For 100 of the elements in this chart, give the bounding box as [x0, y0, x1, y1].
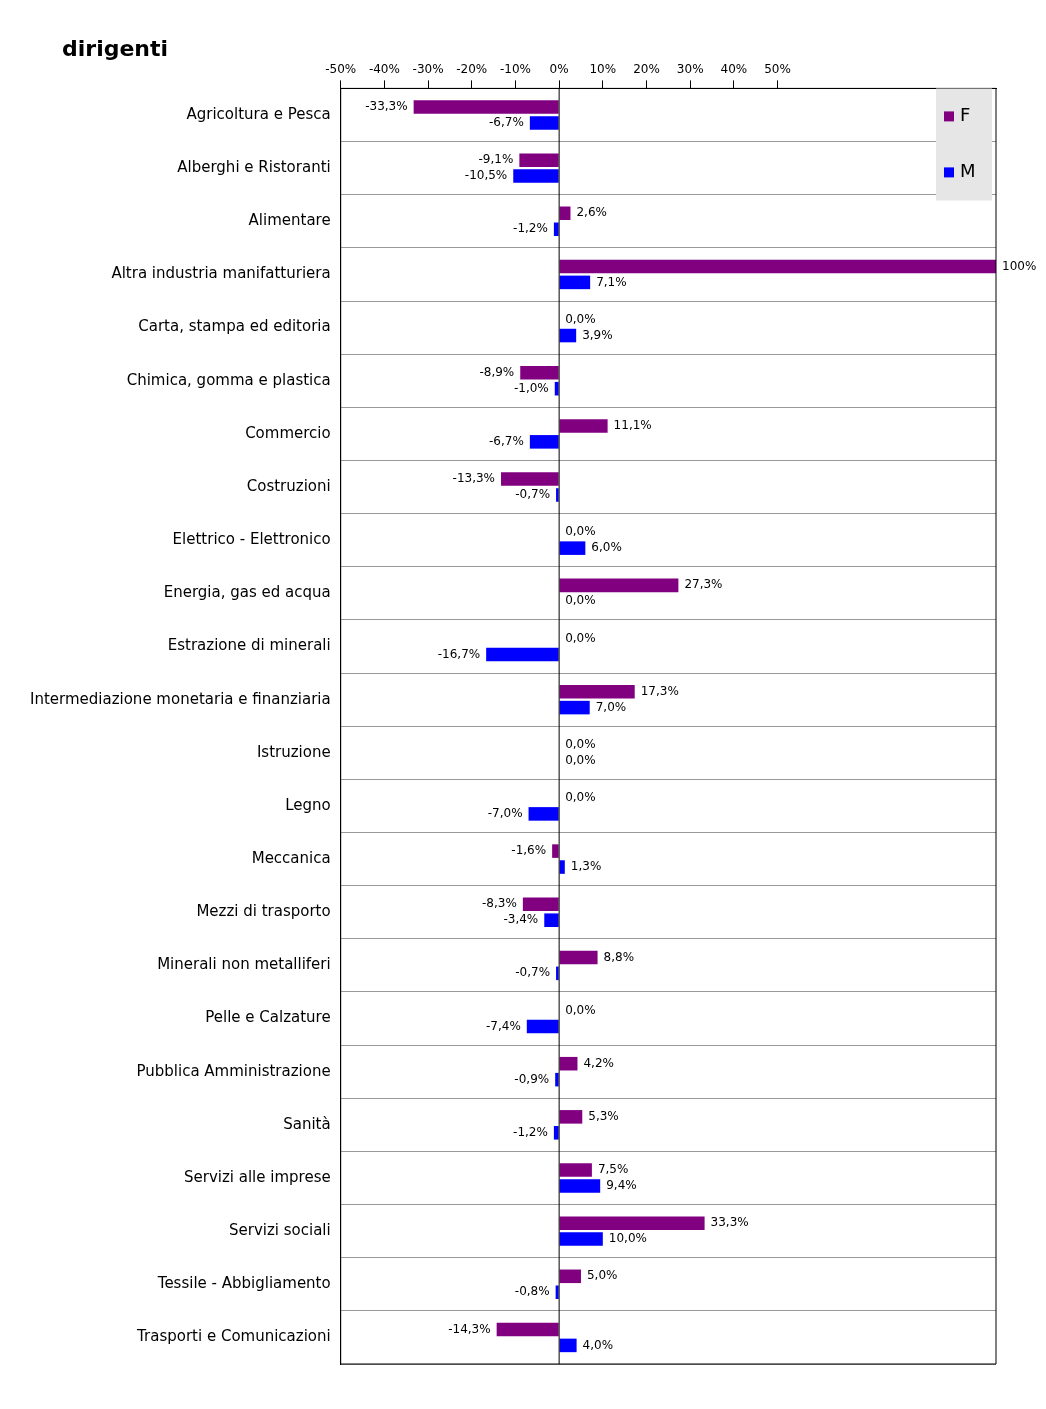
data-label: 17,3%: [640, 683, 679, 698]
y-tick-label: Istruzione: [256, 742, 331, 761]
bar: [559, 684, 635, 699]
bar: [529, 435, 559, 449]
data-label: 0,0%: [565, 630, 596, 645]
bar: [559, 259, 996, 274]
y-tick-label: Alberghi e Ristoranti: [177, 158, 331, 177]
y-tick-label: Legno: [285, 795, 331, 814]
data-label: -10,5%: [464, 168, 508, 183]
data-label: 0,0%: [565, 524, 596, 539]
data-label: 7,5%: [597, 1162, 629, 1177]
x-tick-label: -20%: [456, 62, 488, 77]
data-label: 27,3%: [684, 577, 723, 592]
bar: [559, 578, 679, 593]
y-tick-label: Tessile - Abbigliamento: [156, 1274, 331, 1293]
y-tick-label: Intermediazione monetaria e finanziaria: [29, 689, 331, 708]
data-label: 9,4%: [606, 1178, 637, 1193]
legend-label: F: [960, 104, 971, 126]
y-tick-label: Energia, gas ed acqua: [163, 583, 331, 602]
data-label: 0,0%: [565, 1002, 596, 1017]
data-label: -14,3%: [448, 1321, 491, 1336]
data-label: 0,0%: [565, 311, 596, 326]
data-label: 10,0%: [608, 1231, 647, 1246]
data-label: 4,0%: [582, 1337, 614, 1352]
bar: [559, 950, 598, 965]
y-tick-label: Carta, stampa ed editoria: [138, 317, 331, 336]
x-tick-label: -30%: [412, 62, 444, 77]
bar: [559, 328, 577, 343]
data-label: 0,0%: [565, 790, 596, 805]
data-label: -33,3%: [365, 99, 408, 114]
y-tick-label: Agricoltura e Pesca: [186, 104, 331, 123]
data-label: -7,4%: [485, 1018, 521, 1033]
bar: [559, 541, 586, 555]
data-label: 0,0%: [565, 752, 596, 767]
text: dirigenti: [62, 36, 169, 61]
data-label: 7,1%: [596, 274, 627, 289]
data-label: 33,3%: [710, 1215, 749, 1230]
y-tick-label: Elettrico - Elettronico: [172, 530, 331, 549]
bar: [559, 275, 591, 290]
data-label: 7,0%: [595, 699, 627, 714]
bar: [559, 860, 565, 874]
bar: [559, 1338, 577, 1353]
data-label: -13,3%: [452, 471, 496, 486]
data-label: 1,3%: [570, 859, 602, 874]
y-tick-label: Chimica, gomma e plastica: [126, 370, 331, 389]
data-label: -6,7%: [489, 115, 524, 130]
y-tick-label: Minerali non metalliferi: [157, 955, 331, 974]
y-tick-label: Alimentare: [248, 211, 331, 230]
y-tick-label: Estrazione di minerali: [167, 636, 331, 655]
data-label: 4,2%: [583, 1055, 614, 1070]
data-label: -1,0%: [513, 380, 549, 395]
bar: [520, 365, 559, 380]
data-label: -8,3%: [482, 896, 517, 911]
data-label: -0,7%: [515, 965, 551, 980]
data-label: 2,6%: [576, 205, 607, 220]
bar: [559, 1110, 583, 1124]
bar: [528, 807, 559, 821]
y-tick-label: Sanità: [283, 1114, 331, 1133]
data-label: -3,4%: [503, 912, 539, 927]
x-tick-label: 0%: [549, 62, 569, 77]
data-label: -1,6%: [511, 843, 547, 858]
data-label: 5,3%: [588, 1108, 619, 1123]
bar: [552, 844, 559, 858]
bar: [413, 100, 559, 114]
y-tick-label: Altra industria manifatturiera: [111, 264, 331, 283]
legend-label: M: [960, 160, 976, 182]
bar: [559, 1179, 601, 1193]
y-tick-label: Trasporti e Comunicazioni: [136, 1327, 331, 1346]
bar: [496, 1322, 559, 1337]
bar: [559, 1056, 578, 1071]
y-tick-label: Pubblica Amministrazione: [136, 1061, 331, 1080]
bar: [501, 472, 559, 486]
data-label: -0,9%: [514, 1071, 550, 1086]
data-label: 6,0%: [591, 540, 622, 555]
data-label: -9,1%: [478, 152, 514, 167]
data-label: 5,0%: [586, 1268, 618, 1283]
bar: [526, 1019, 559, 1034]
y-tick-label: Mezzi di trasporto: [196, 902, 331, 921]
data-label: -1,2%: [513, 221, 548, 236]
data-label: -0,7%: [515, 487, 551, 502]
bar: [519, 153, 559, 167]
x-tick-label: -50%: [325, 62, 357, 77]
data-label: -1,2%: [513, 1124, 548, 1139]
bar: [559, 419, 608, 433]
data-label: 0,0%: [565, 736, 596, 751]
y-tick-label: Commercio: [245, 423, 331, 442]
x-tick-label: 30%: [676, 62, 704, 77]
bar: [559, 700, 590, 715]
y-tick-label: Costruzioni: [246, 476, 331, 495]
x-tick-label: 40%: [720, 62, 748, 77]
bar: [559, 1216, 705, 1230]
data-label: 100%: [1002, 258, 1037, 273]
bar: [544, 913, 559, 927]
y-tick-label: Pelle e Calzature: [205, 1008, 331, 1027]
data-label: 3,9%: [582, 327, 613, 342]
x-tick-label: 50%: [764, 62, 791, 77]
y-tick-label: Meccanica: [251, 848, 331, 867]
x-tick-label: 20%: [633, 62, 660, 77]
data-label: -16,7%: [437, 646, 481, 661]
data-label: -6,7%: [489, 433, 524, 448]
